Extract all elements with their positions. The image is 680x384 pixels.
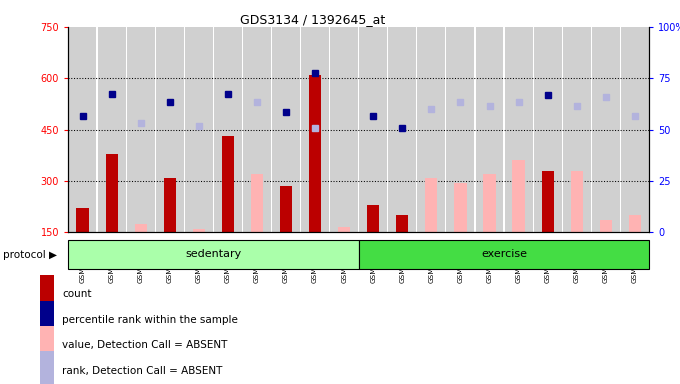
Bar — [185, 27, 213, 232]
Bar — [105, 154, 118, 232]
Title: GDS3134 / 1392645_at: GDS3134 / 1392645_at — [239, 13, 385, 26]
Text: rank, Detection Call = ABSENT: rank, Detection Call = ABSENT — [62, 366, 222, 376]
Bar — [98, 27, 126, 232]
Bar — [68, 240, 359, 269]
Bar — [280, 186, 292, 232]
Bar — [513, 161, 525, 232]
Bar — [505, 27, 532, 232]
Bar — [39, 301, 54, 339]
Bar — [222, 136, 234, 232]
Bar — [367, 205, 379, 232]
Bar — [563, 27, 591, 232]
Bar — [338, 227, 350, 232]
Bar — [621, 27, 649, 232]
Bar — [629, 215, 641, 232]
Bar — [243, 27, 271, 232]
Bar — [69, 27, 97, 232]
Bar — [39, 326, 54, 365]
Text: protocol ▶: protocol ▶ — [3, 250, 57, 260]
Bar — [571, 170, 583, 232]
Text: count: count — [62, 290, 91, 300]
Bar — [192, 229, 205, 232]
Bar — [541, 170, 554, 232]
Bar — [447, 27, 475, 232]
Bar — [164, 177, 176, 232]
Bar — [483, 174, 496, 232]
Text: value, Detection Call = ABSENT: value, Detection Call = ABSENT — [62, 340, 227, 350]
Bar — [214, 27, 242, 232]
Bar — [388, 27, 416, 232]
Bar — [425, 177, 437, 232]
Text: exercise: exercise — [481, 249, 527, 260]
Bar — [396, 215, 409, 232]
Bar — [76, 209, 88, 232]
Bar — [454, 183, 466, 232]
Bar — [135, 224, 147, 232]
Bar — [330, 27, 358, 232]
Bar — [156, 27, 184, 232]
Bar — [534, 27, 562, 232]
Bar — [39, 351, 54, 384]
Bar — [309, 75, 321, 232]
Bar — [600, 220, 612, 232]
Bar — [272, 27, 300, 232]
Bar — [418, 27, 445, 232]
Bar — [359, 27, 387, 232]
Bar — [251, 174, 263, 232]
Text: percentile rank within the sample: percentile rank within the sample — [62, 315, 238, 325]
Text: sedentary: sedentary — [185, 249, 241, 260]
Bar — [475, 27, 503, 232]
Bar — [39, 275, 54, 314]
Bar — [126, 27, 154, 232]
Bar — [301, 27, 329, 232]
Bar — [359, 240, 649, 269]
Bar — [592, 27, 619, 232]
